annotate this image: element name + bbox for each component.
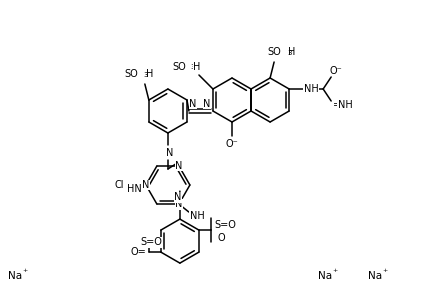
Text: H: H (193, 62, 201, 72)
Text: N: N (175, 161, 182, 171)
Text: NH: NH (304, 84, 318, 94)
Text: Na: Na (368, 271, 382, 281)
Text: H: H (146, 69, 154, 79)
Text: O⁻: O⁻ (226, 139, 238, 149)
Text: N: N (174, 192, 182, 202)
Text: 3: 3 (287, 50, 292, 56)
Text: +: + (22, 269, 27, 273)
Text: N: N (189, 99, 197, 109)
Text: S=O: S=O (140, 237, 162, 247)
Text: O: O (217, 233, 225, 243)
Text: +: + (382, 269, 387, 273)
Text: O⁻: O⁻ (330, 66, 342, 76)
Text: Na: Na (8, 271, 22, 281)
Text: SO: SO (124, 69, 138, 79)
Text: NH: NH (338, 100, 353, 110)
Text: =: = (333, 100, 341, 110)
Text: SO: SO (267, 47, 281, 57)
Text: 3: 3 (144, 72, 148, 78)
Text: +: + (332, 269, 337, 273)
Text: HN: HN (127, 184, 141, 194)
Text: S=O: S=O (214, 220, 236, 230)
Text: NH: NH (190, 211, 204, 221)
Text: Cl: Cl (114, 180, 123, 190)
Text: N: N (142, 180, 150, 190)
Text: N: N (203, 99, 210, 109)
Text: Na: Na (318, 271, 332, 281)
Text: N: N (175, 199, 182, 209)
Text: SO: SO (172, 62, 186, 72)
Text: 3: 3 (190, 64, 194, 70)
Text: O=: O= (131, 247, 147, 257)
Text: N: N (166, 148, 174, 158)
Text: H: H (289, 47, 296, 57)
